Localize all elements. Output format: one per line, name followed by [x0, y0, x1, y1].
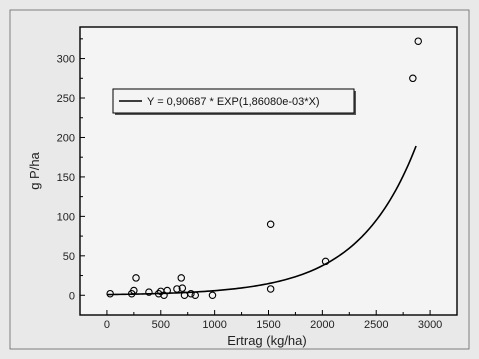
data-point [163, 286, 171, 295]
legend: Y = 0,90687 * EXP(1,86080e-03*X) [112, 88, 356, 115]
y-axis: 0 50 100 150 200 250 300 [57, 38, 85, 302]
data-point [173, 285, 181, 293]
data-point [208, 291, 217, 300]
data-point [191, 291, 200, 300]
x-tick-label: 2000 [310, 319, 334, 331]
legend-label: Y = 0,90687 * EXP(1,86080e-03*X) [147, 96, 320, 108]
data-point [321, 257, 330, 266]
data-point [178, 284, 187, 292]
data-point [130, 286, 138, 295]
data-point [414, 37, 422, 45]
data-point [266, 285, 275, 293]
data-point [177, 274, 186, 282]
y-tick-label: 200 [57, 132, 75, 144]
x-tick-label: 1000 [202, 319, 226, 331]
data-point [266, 220, 275, 229]
y-tick-label: 250 [57, 93, 75, 105]
data-point [154, 289, 163, 298]
data-points [106, 37, 422, 300]
y-tick-label: 300 [57, 54, 75, 66]
x-axis: 0 500 1000 1500 2000 2500 3000 [104, 310, 458, 331]
data-point [409, 74, 417, 83]
data-point [132, 274, 140, 282]
x-tick-label: 3000 [418, 319, 442, 331]
data-point [145, 288, 153, 296]
y-tick-label: 150 [57, 172, 75, 184]
x-tick-label: 500 [152, 319, 170, 331]
x-axis-title: Ertrag (kg/ha) [227, 333, 306, 348]
y-axis-title: g P/ha [27, 151, 42, 189]
y-tick-label: 50 [63, 251, 75, 263]
x-tick-label: 2500 [364, 319, 388, 331]
data-point [187, 289, 195, 298]
legend-box [112, 88, 355, 114]
data-point [106, 289, 114, 298]
plot-area [79, 26, 458, 316]
x-tick-label: 0 [104, 319, 110, 331]
y-tick-label: 100 [57, 211, 75, 223]
y-tick-label: 0 [69, 290, 75, 302]
outer-frame [9, 9, 470, 350]
x-tick-label: 1500 [256, 319, 280, 331]
